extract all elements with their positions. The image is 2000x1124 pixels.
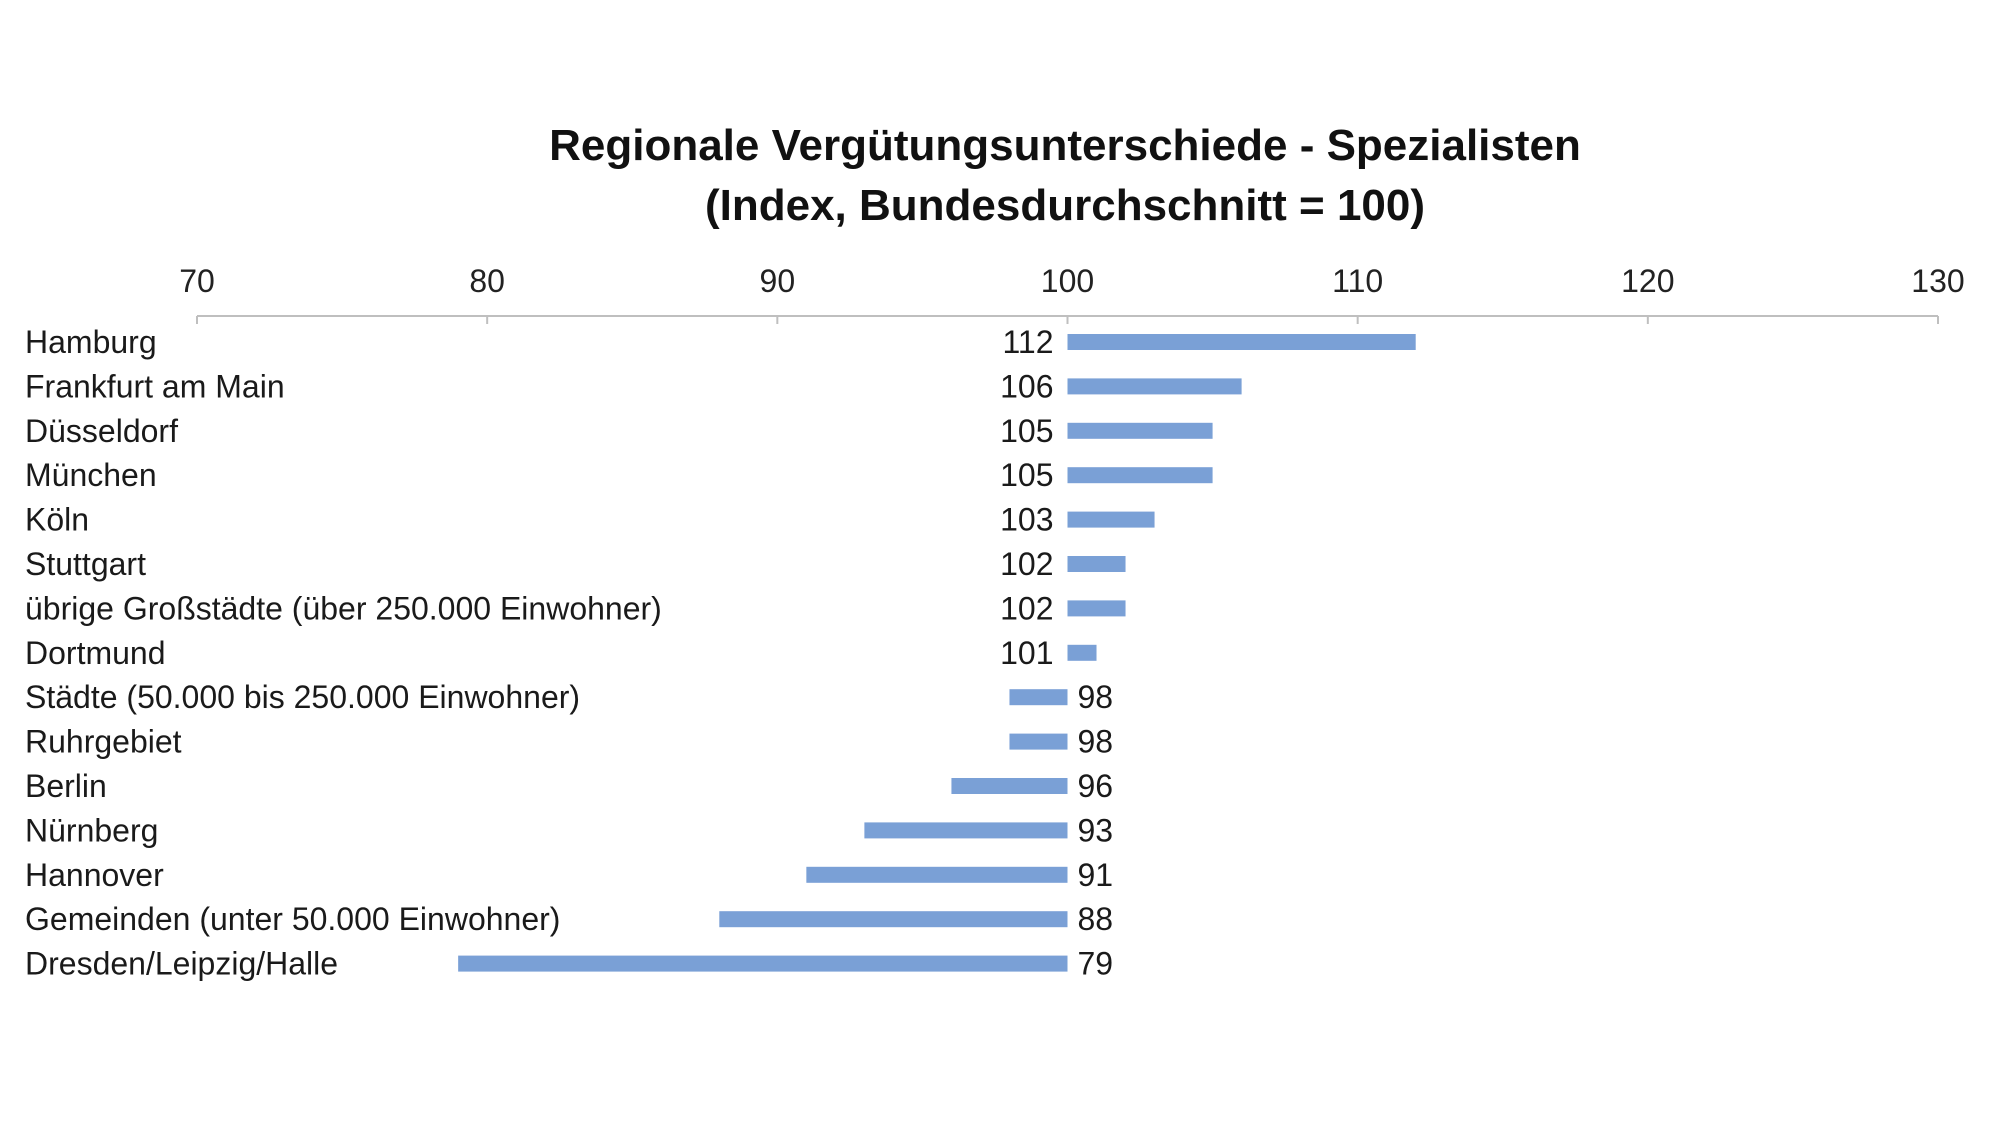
bar — [806, 867, 1067, 883]
x-tick-label: 130 — [1911, 263, 1964, 299]
category-label: Köln — [25, 502, 89, 538]
category-label: Nürnberg — [25, 812, 158, 848]
x-tick-label: 110 — [1332, 263, 1383, 299]
value-label: 88 — [1078, 901, 1114, 937]
bar — [1068, 512, 1155, 528]
value-label: 98 — [1078, 679, 1114, 715]
category-label: Düsseldorf — [25, 413, 178, 449]
chart-title: Regionale Vergütungsunterschiede - Spezi… — [549, 121, 1581, 170]
value-label: 106 — [1000, 368, 1053, 404]
bar — [1068, 334, 1416, 350]
bar — [1068, 423, 1213, 439]
category-label: Frankfurt am Main — [25, 368, 285, 404]
category-label: Ruhrgebiet — [25, 724, 182, 760]
bar — [864, 822, 1067, 838]
category-label: Städte (50.000 bis 250.000 Einwohner) — [25, 679, 580, 715]
x-tick-label: 90 — [760, 263, 796, 299]
category-label: Hannover — [25, 857, 164, 893]
value-label: 103 — [1000, 502, 1053, 538]
category-label: München — [25, 457, 157, 493]
value-label: 79 — [1078, 946, 1114, 982]
bar — [1068, 467, 1213, 483]
category-label: Dresden/Leipzig/Halle — [25, 946, 338, 982]
category-label: Berlin — [25, 768, 107, 804]
bar — [719, 911, 1067, 927]
bar — [1068, 600, 1126, 616]
category-label: Gemeinden (unter 50.000 Einwohner) — [25, 901, 560, 937]
value-label: 91 — [1078, 857, 1114, 893]
bar — [1068, 645, 1097, 661]
bar — [1009, 734, 1067, 750]
x-tick-label: 80 — [469, 263, 505, 299]
x-tick-label: 70 — [179, 263, 215, 299]
value-label: 105 — [1000, 413, 1053, 449]
value-label: 112 — [1002, 324, 1053, 360]
value-label: 96 — [1078, 768, 1114, 804]
value-label: 105 — [1000, 457, 1053, 493]
x-tick-label: 100 — [1041, 263, 1094, 299]
value-label: 102 — [1000, 590, 1053, 626]
bar — [1009, 689, 1067, 705]
x-tick-label: 120 — [1621, 263, 1674, 299]
value-label: 101 — [1000, 635, 1053, 671]
value-label: 102 — [1000, 546, 1053, 582]
bar — [1068, 556, 1126, 572]
bar — [951, 778, 1067, 794]
category-label: übrige Großstädte (über 250.000 Einwohne… — [25, 590, 662, 626]
category-label: Stuttgart — [25, 546, 146, 582]
category-label: Hamburg — [25, 324, 157, 360]
value-label: 93 — [1078, 812, 1114, 848]
axis-ticks: 70 80 90 100 110 120 130 — [179, 263, 1964, 324]
bar — [458, 956, 1067, 972]
bars: Hamburg 112 Frankfurt am Main 106 Düsseldorf… — [25, 324, 1416, 982]
category-label: Dortmund — [25, 635, 166, 671]
value-label: 98 — [1078, 724, 1114, 760]
chart-subtitle: (Index, Bundesdurchschnitt = 100) — [705, 181, 1425, 230]
bar — [1068, 378, 1242, 394]
